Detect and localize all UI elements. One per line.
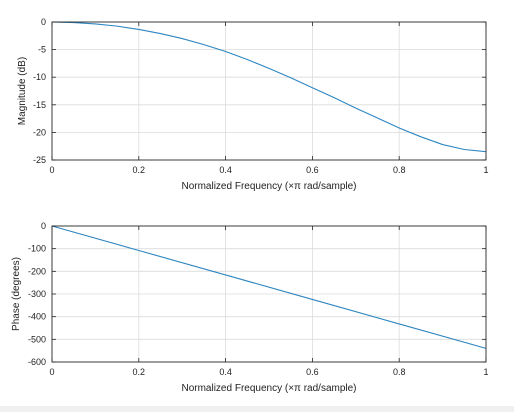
window-bottom-edge [0,406,514,412]
y-tick-label: -500 [28,334,46,344]
y-tick-label: -20 [33,127,46,137]
series-line [51,225,487,349]
series-line [51,21,487,153]
y-tick-label: -10 [33,72,46,82]
y-tick-label: -400 [28,312,46,322]
x-tick-label: 0.6 [306,367,319,377]
x-axis-label: Normalized Frequency (×π rad/sample) [181,383,356,394]
y-tick-label: -25 [33,155,46,165]
x-tick-label: 0 [49,367,54,377]
x-tick-label: 0 [49,165,54,175]
y-axis-label: Phase (degrees) [11,257,22,331]
y-tick-label: 0 [41,221,46,231]
x-tick-label: 0.8 [393,165,406,175]
x-tick-label: 0.6 [306,165,319,175]
x-tick-label: 0.4 [219,165,232,175]
magnitude-plot: 0 0.2 0.4 0.6 0.8 1 -25 -20 -15 -10 -5 0 Normalized … [17,17,489,192]
x-tick-label: 0.2 [133,165,146,175]
y-tick-label: -300 [28,289,46,299]
y-axis-label: Magnitude (dB) [17,57,28,125]
y-tick-label: -5 [38,45,46,55]
axes-frame [51,21,487,161]
y-tick-label: 0 [41,17,46,27]
plot-area [52,22,486,160]
x-tick-label: 1 [483,367,488,377]
phase-plot: 0 0.2 0.4 0.6 0.8 1 -600 -500 -400 -300 -200 -100 0 N… [11,221,489,394]
x-tick-label: 0.8 [393,367,406,377]
x-axis-label: Normalized Frequency (×π rad/sample) [181,181,356,192]
x-tick-label: 1 [483,165,488,175]
y-tick-label: -200 [28,266,46,276]
y-tick-label: -15 [33,100,46,110]
x-tick-label: 0.2 [133,367,146,377]
y-tick-label: -100 [28,244,46,254]
y-tick-label: -600 [28,357,46,367]
x-tick-label: 0.4 [219,367,232,377]
